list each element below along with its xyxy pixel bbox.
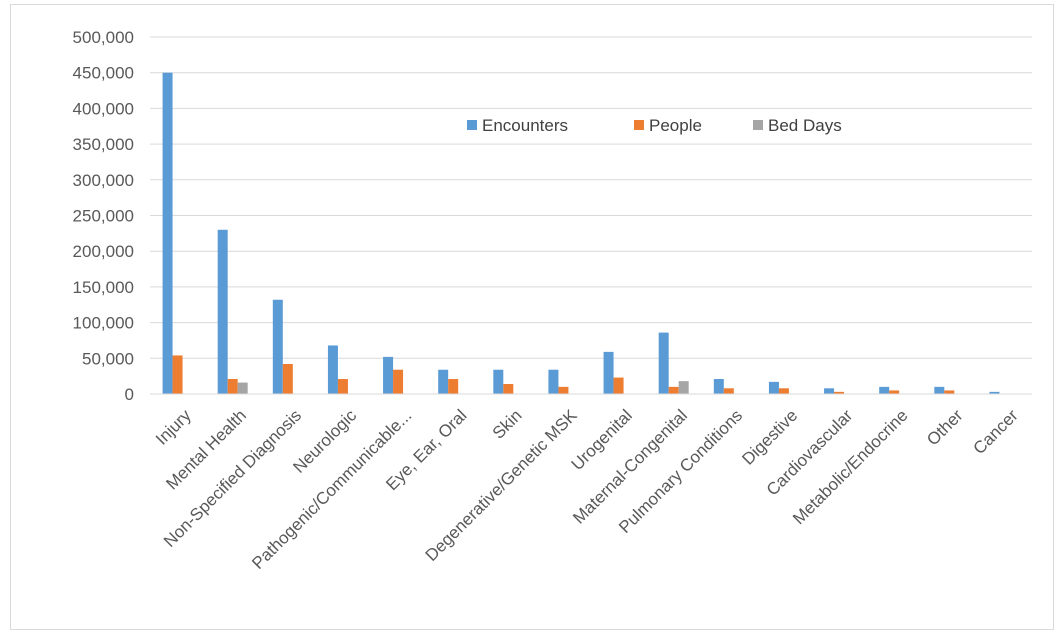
bar-encounters <box>493 369 504 394</box>
bar-encounters <box>934 386 945 394</box>
y-tick-label: 350,000 <box>73 135 134 154</box>
legend-label: Encounters <box>482 116 568 135</box>
bar-people <box>337 379 348 394</box>
legend-swatch <box>634 120 644 130</box>
bar-people <box>778 388 789 394</box>
bar-people <box>944 390 955 394</box>
bar-people <box>448 379 459 394</box>
y-tick-label: 450,000 <box>73 64 134 83</box>
bar-encounters <box>603 351 614 394</box>
bar-encounters <box>824 388 835 394</box>
x-tick-label: Cancer <box>970 406 1022 458</box>
y-tick-label: 400,000 <box>73 99 134 118</box>
bar-encounters <box>989 391 1000 394</box>
bar-encounters <box>327 345 338 394</box>
bar-encounters <box>217 229 228 394</box>
legend-swatch <box>753 120 763 130</box>
bar-encounters <box>879 386 890 394</box>
y-tick-label: 50,000 <box>82 349 134 368</box>
bar-people <box>227 379 238 394</box>
bar-encounters <box>768 381 779 394</box>
legend: Encounters People Bed Days <box>467 116 842 135</box>
gridlines <box>150 36 1032 359</box>
bar-people <box>282 364 293 394</box>
bar-people <box>503 384 514 394</box>
y-tick-label: 250,000 <box>73 207 134 226</box>
bar-people <box>889 390 900 394</box>
x-tick-label: Injury <box>152 406 195 449</box>
bars <box>162 72 1000 394</box>
bar-encounters <box>438 369 449 394</box>
bar-encounters <box>658 332 669 394</box>
y-tick-label: 0 <box>125 385 134 404</box>
y-tick-label: 200,000 <box>73 242 134 261</box>
y-axis-tick-labels: 0 50,000 100,000 150,000 200,000 250,000 300,0… <box>73 28 134 404</box>
bar-people <box>723 388 734 394</box>
bar-people <box>834 391 845 394</box>
bar-encounters <box>713 379 724 394</box>
bar-encounters <box>548 369 559 394</box>
legend-label: People <box>649 116 702 135</box>
x-tick-label: Skin <box>489 406 526 443</box>
bar-people <box>668 386 679 394</box>
bar-encounters <box>162 72 173 394</box>
x-tick-label: Other <box>923 406 967 450</box>
y-tick-label: 500,000 <box>73 28 134 47</box>
legend-label: Bed Days <box>768 116 842 135</box>
y-tick-label: 100,000 <box>73 314 134 333</box>
legend-swatch <box>467 120 477 130</box>
y-tick-label: 300,000 <box>73 171 134 190</box>
bar-bed-days <box>237 382 248 394</box>
bar-people <box>558 386 569 394</box>
bar-encounters <box>383 356 394 394</box>
bar-encounters <box>272 299 283 394</box>
bar-bed-days <box>678 381 689 394</box>
y-tick-label: 150,000 <box>73 278 134 297</box>
bar-people <box>172 355 183 394</box>
bar-people <box>613 377 624 394</box>
bar-people <box>393 369 404 394</box>
